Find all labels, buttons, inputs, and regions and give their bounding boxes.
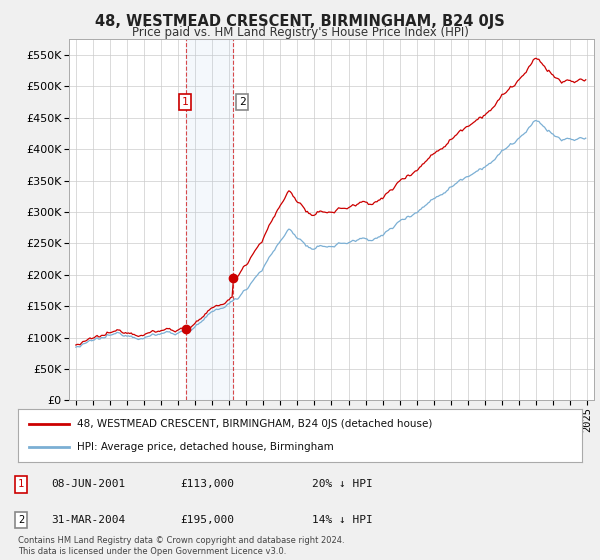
Text: Contains HM Land Registry data © Crown copyright and database right 2024.
This d: Contains HM Land Registry data © Crown c…	[18, 536, 344, 556]
Text: 1: 1	[182, 97, 188, 107]
Text: 2: 2	[239, 97, 245, 107]
Text: 31-MAR-2004: 31-MAR-2004	[51, 515, 125, 525]
Text: £195,000: £195,000	[180, 515, 234, 525]
Text: 48, WESTMEAD CRESCENT, BIRMINGHAM, B24 0JS: 48, WESTMEAD CRESCENT, BIRMINGHAM, B24 0…	[95, 14, 505, 29]
Text: 14% ↓ HPI: 14% ↓ HPI	[312, 515, 373, 525]
Text: HPI: Average price, detached house, Birmingham: HPI: Average price, detached house, Birm…	[77, 442, 334, 452]
Text: 48, WESTMEAD CRESCENT, BIRMINGHAM, B24 0JS (detached house): 48, WESTMEAD CRESCENT, BIRMINGHAM, B24 0…	[77, 419, 433, 429]
Text: 1: 1	[18, 479, 24, 489]
Text: 2: 2	[18, 515, 24, 525]
Text: Price paid vs. HM Land Registry's House Price Index (HPI): Price paid vs. HM Land Registry's House …	[131, 26, 469, 39]
Text: 08-JUN-2001: 08-JUN-2001	[51, 479, 125, 489]
Text: £113,000: £113,000	[180, 479, 234, 489]
Text: 20% ↓ HPI: 20% ↓ HPI	[312, 479, 373, 489]
Bar	[186, 39, 233, 400]
